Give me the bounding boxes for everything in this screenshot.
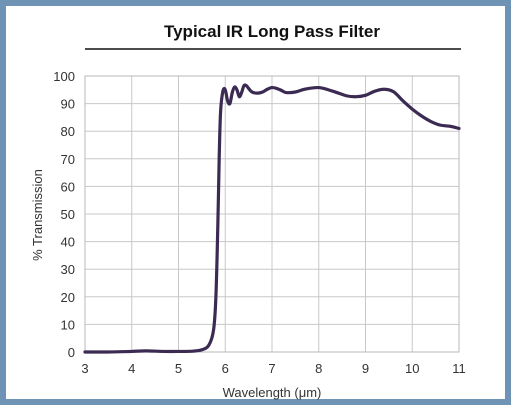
x-tick-label: 4 [128,361,135,376]
y-tick-label: 70 [61,152,75,167]
y-tick-label: 100 [53,69,75,84]
chart-title: Typical IR Long Pass Filter [164,22,380,41]
x-axis-label: Wavelength (μm) [223,385,322,400]
y-tick-label: 60 [61,179,75,194]
x-tick-label: 9 [362,361,369,376]
x-tick-label: 8 [315,361,322,376]
x-tick-label: 7 [268,361,275,376]
y-tick-label: 40 [61,235,75,250]
transmission-series-line [83,83,461,354]
x-tick-label: 5 [175,361,182,376]
y-tick-label: 90 [61,97,75,112]
axes [84,75,460,353]
y-tick-label: 30 [61,262,75,277]
y-tick-label: 50 [61,207,75,222]
y-tick-label: 20 [61,290,75,305]
y-tick-label: 80 [61,124,75,139]
y-axis-label: % Transmission [30,169,45,261]
x-tick-label: 10 [405,361,419,376]
x-tick-label: 3 [81,361,88,376]
x-tick-label: 6 [222,361,229,376]
plot-area-border [84,75,460,353]
y-tick-label: 0 [68,345,75,360]
y-tick-label: 10 [61,317,75,332]
grid [84,75,460,353]
tick-labels: 3 4 5 6 7 8 9 10 11 0 10 20 30 40 50 60 70 80 90 100 [53,69,465,376]
x-tick-label: 11 [452,361,466,376]
